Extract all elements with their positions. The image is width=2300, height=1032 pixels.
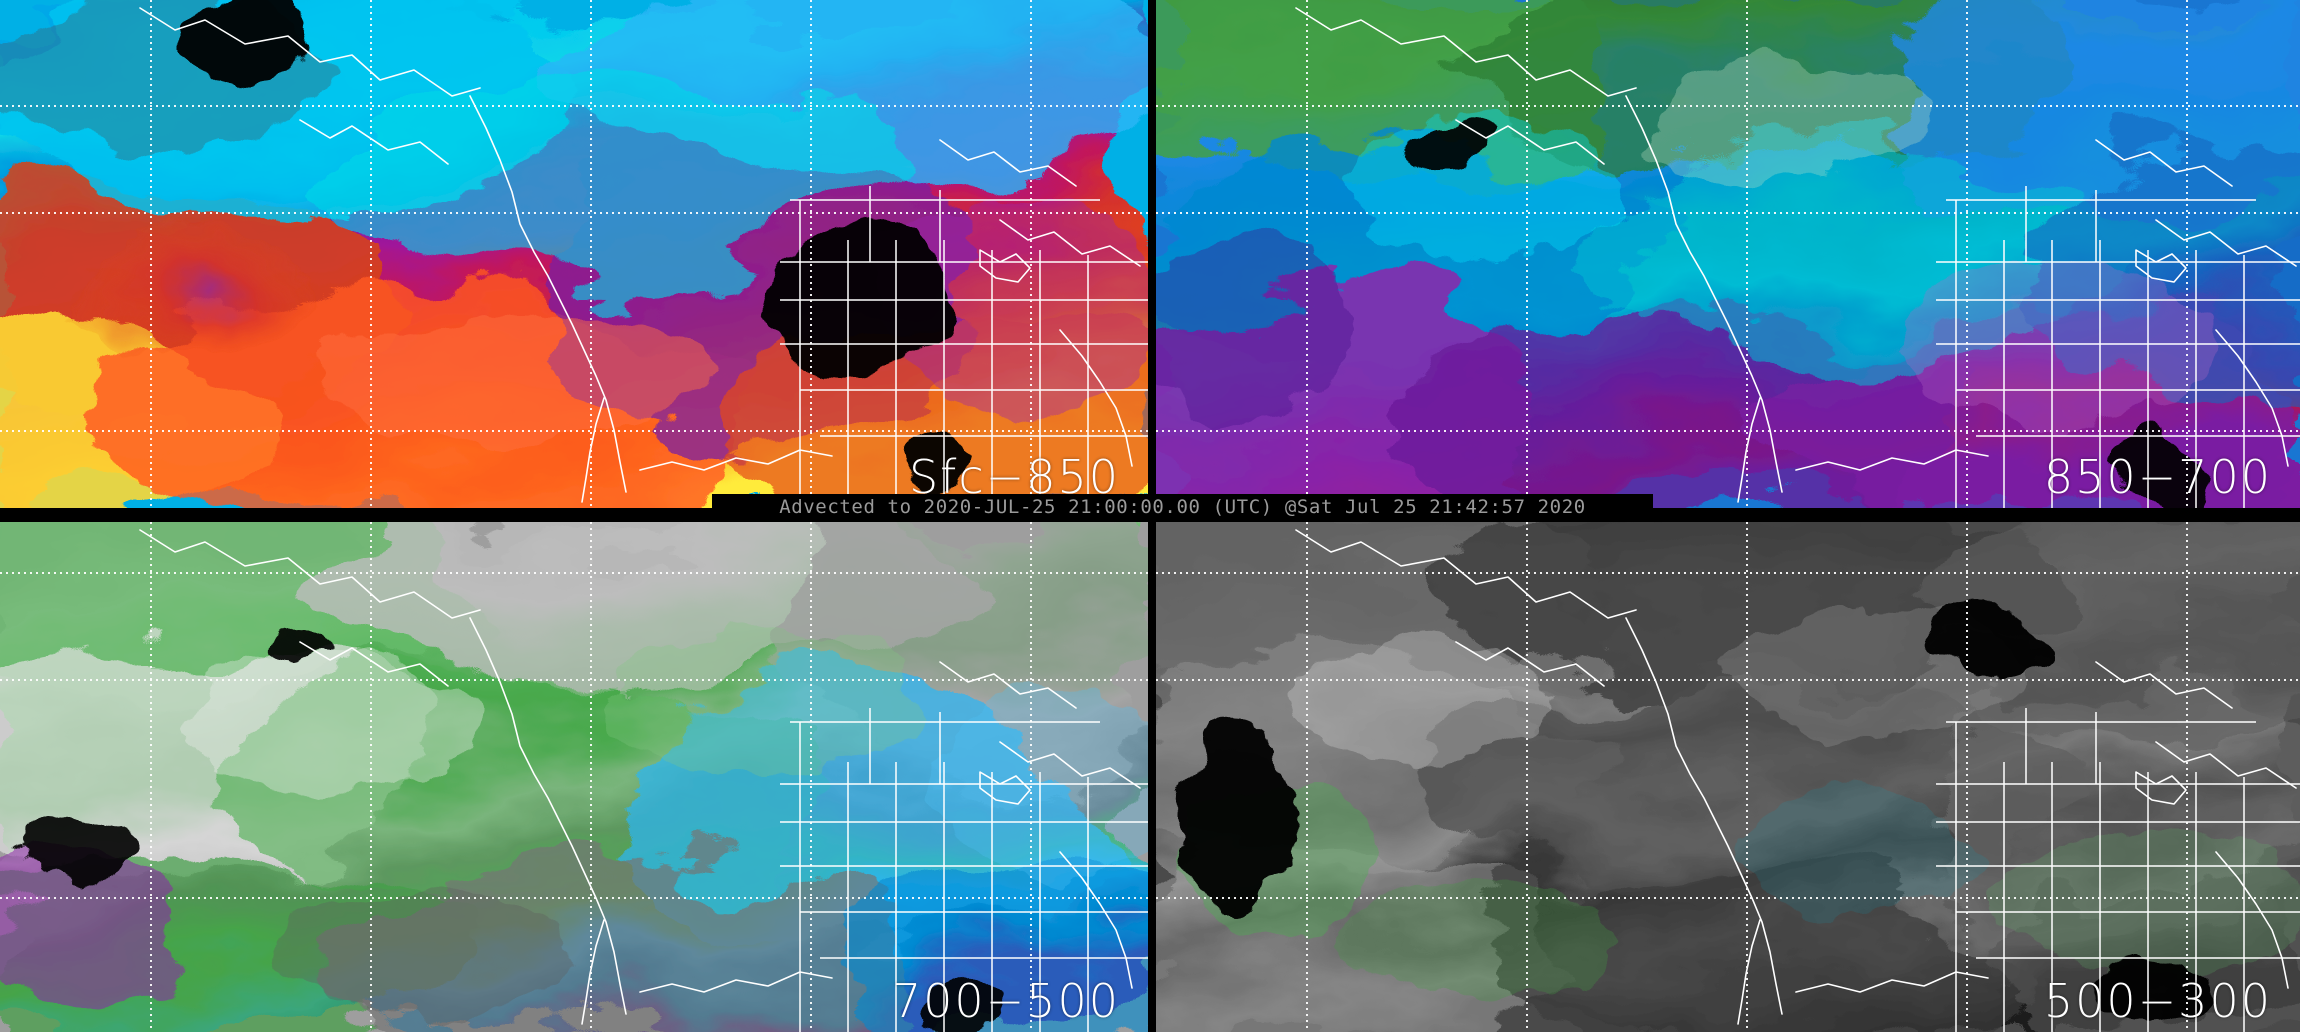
panel-700-500[interactable]: 700−500	[0, 522, 1148, 1032]
panel-850-700-label: 850−700	[2043, 450, 2272, 504]
panel-500-300[interactable]: 500−300	[1156, 522, 2300, 1032]
panel-850-700[interactable]: 850−700	[1156, 0, 2300, 508]
panel-500-300-field	[1156, 522, 2300, 1032]
panel-sfc-850-field	[0, 0, 1148, 508]
panel-850-700-field	[1156, 0, 2300, 508]
panel-sfc-850-label: Sfc−850	[908, 450, 1120, 504]
panel-700-500-field	[0, 522, 1148, 1032]
panel-500-300-label: 500−300	[2043, 974, 2272, 1028]
panel-sfc-850[interactable]: Sfc−850	[0, 0, 1148, 508]
advection-timestamp-banner: Advected to 2020-JUL-25 21:00:00.00 (UTC…	[712, 494, 1653, 520]
panel-700-500-label: 700−500	[891, 974, 1120, 1028]
